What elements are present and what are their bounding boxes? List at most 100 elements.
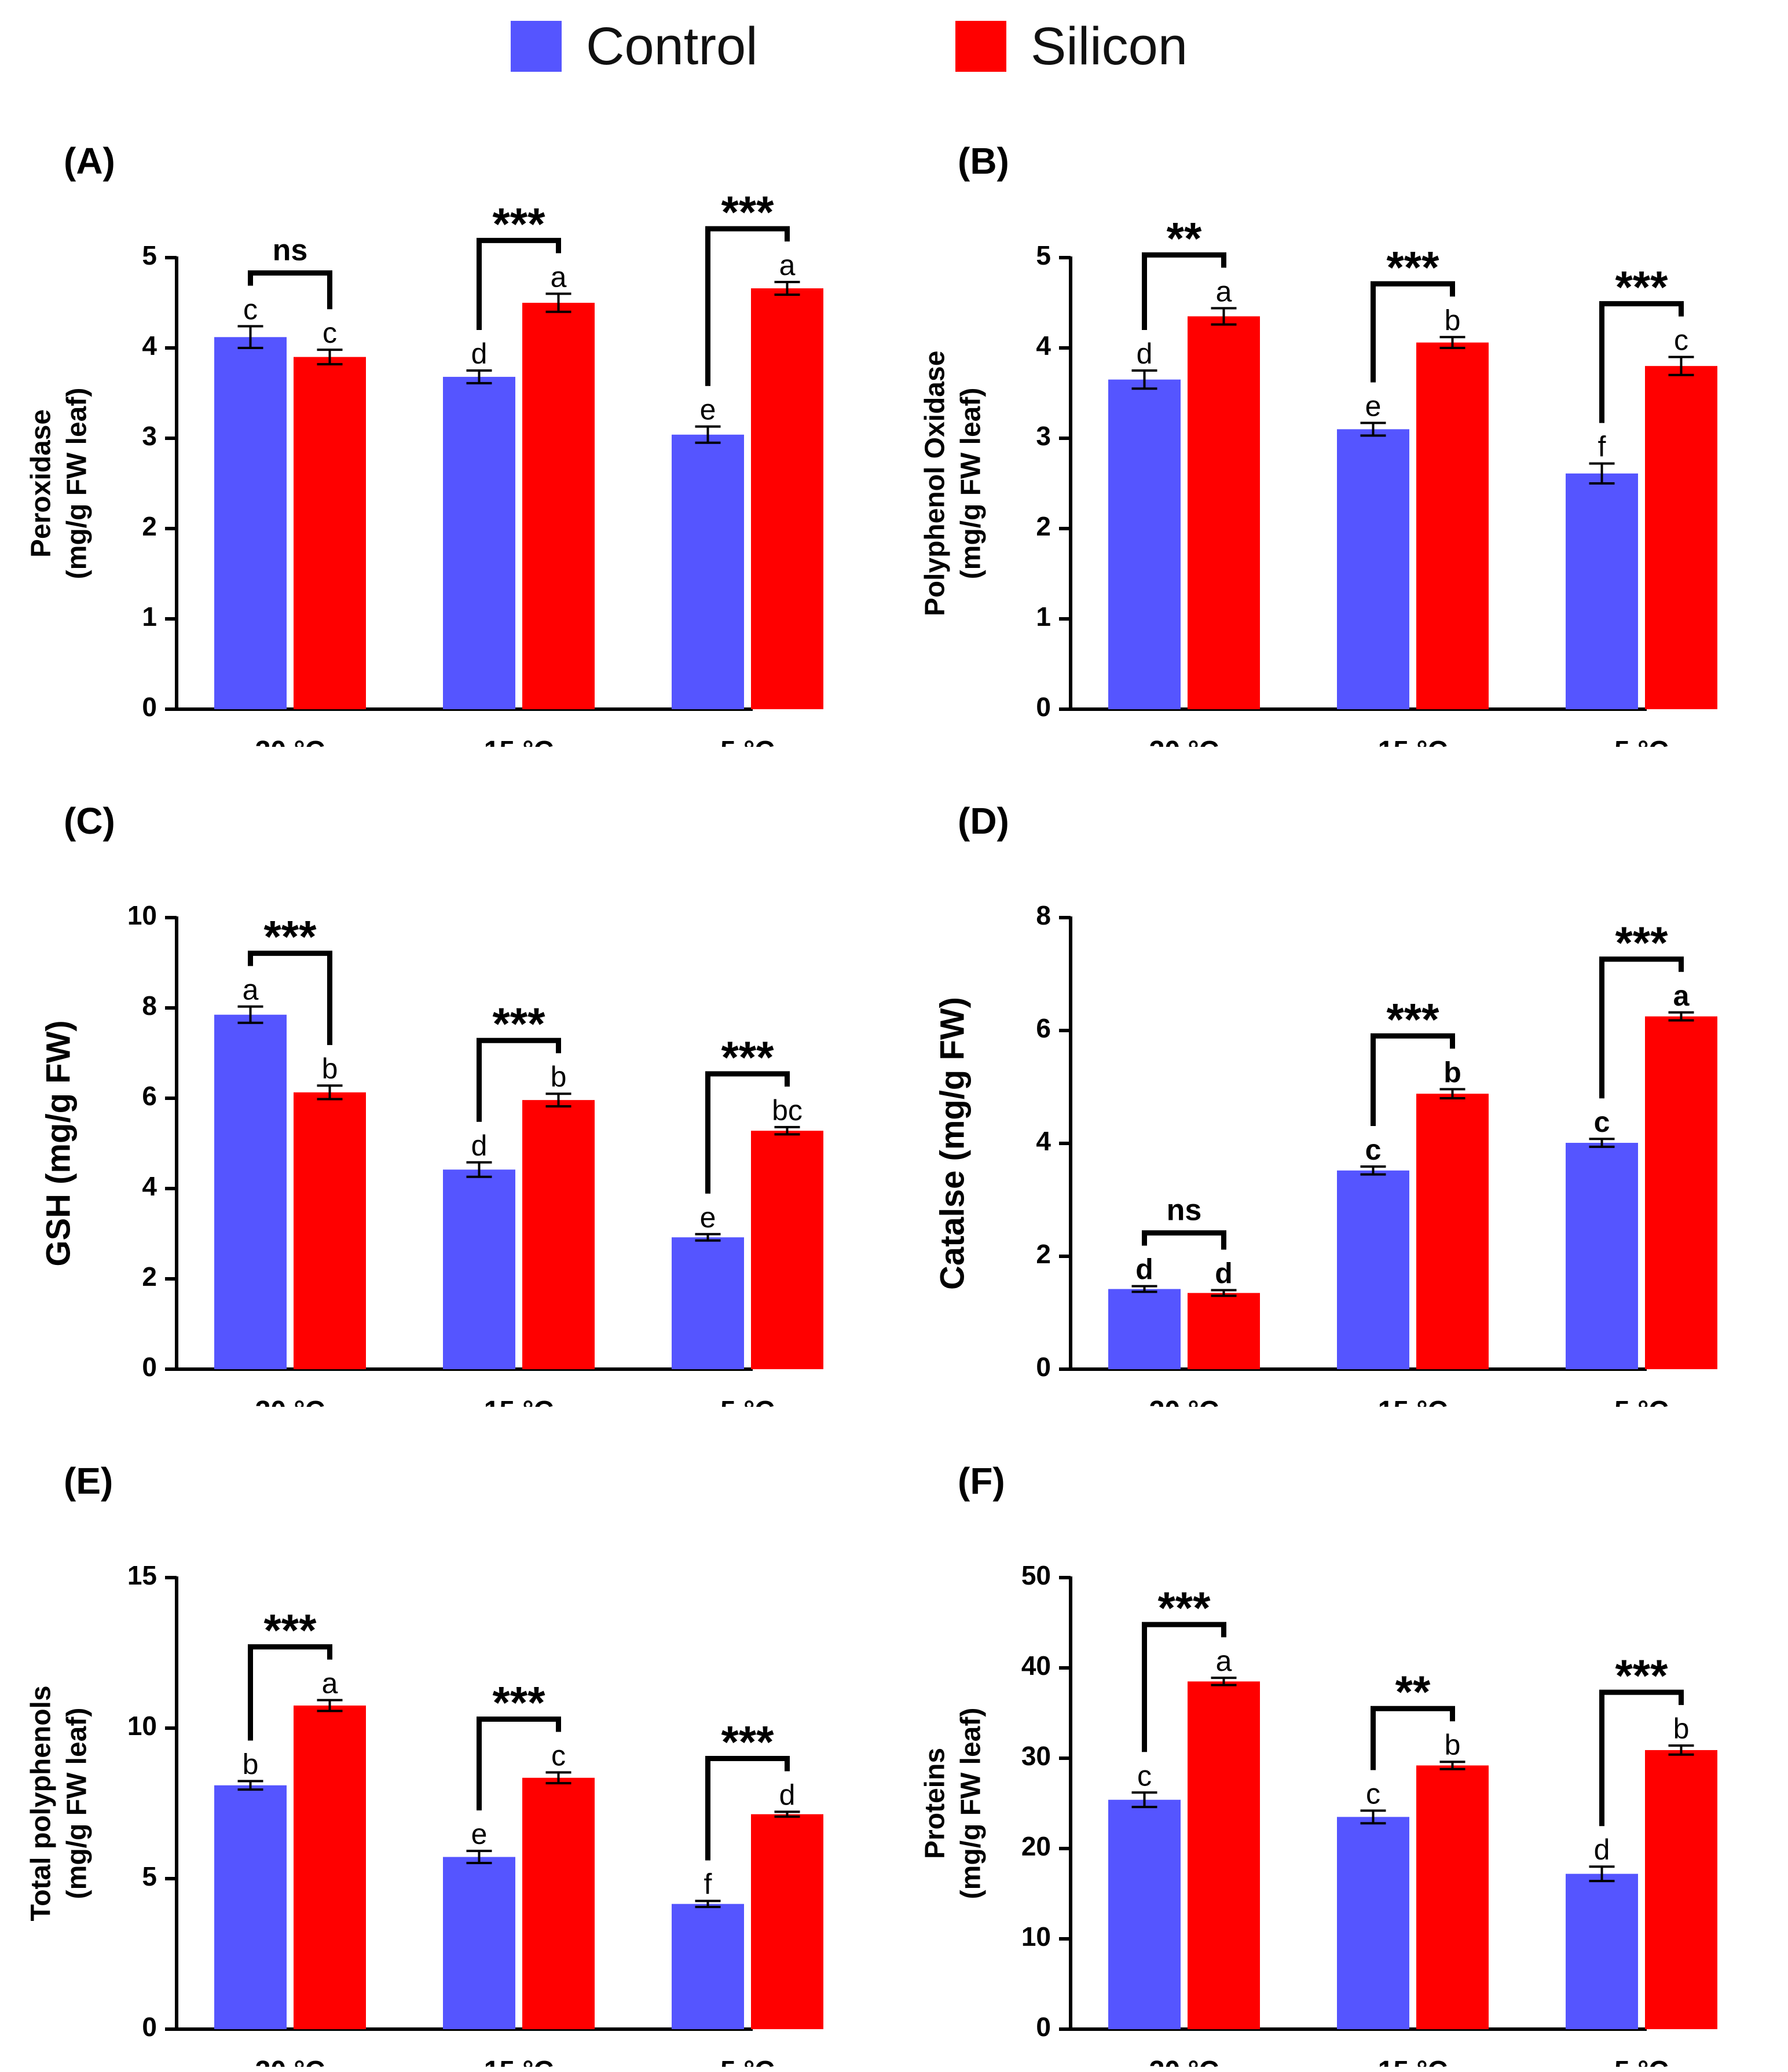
y-tick-label-b-4: 4	[1036, 331, 1051, 361]
significance-letter-c-1-2: bc	[772, 1094, 803, 1127]
chart-d: (D)Catalse (mg/g FW)02468ddns30 °Ccb***1…	[933, 800, 1717, 1407]
bar-a-control-2	[672, 434, 744, 709]
bar-e-control-0	[214, 1785, 287, 2029]
significance-letter-e-0-1: e	[471, 1818, 488, 1850]
bracket-a-0	[248, 270, 332, 310]
y-axis-label-f-1: (mg/g FW leaf)	[956, 1708, 987, 1899]
x-tick-label-f-1: 15 °C	[1378, 2056, 1448, 2067]
bracket-c-1	[477, 1037, 561, 1122]
y-tick-label-d-3: 6	[1036, 1013, 1051, 1043]
x-tick-label-c-2: 5 °C	[720, 1396, 775, 1407]
bar-d-control-2	[1566, 1143, 1638, 1369]
panel-d: (D)Catalse (mg/g FW)02468ddns30 °Ccb***1…	[894, 747, 1788, 1407]
panel-label-e: (E)	[64, 1460, 113, 1502]
bracket-f-0	[1142, 1622, 1226, 1752]
bar-e-silicon-0	[294, 1706, 366, 2029]
x-tick-label-f-0: 30 °C	[1149, 2056, 1219, 2067]
bar-b-silicon-2	[1645, 366, 1717, 709]
significance-marker-c-1: ***	[492, 998, 545, 1049]
bar-c-control-1	[443, 1169, 515, 1369]
x-tick-label-f-2: 5 °C	[1614, 2056, 1669, 2067]
significance-letter-a-0-0: c	[243, 294, 258, 326]
x-tick-label-d-0: 30 °C	[1149, 1396, 1219, 1407]
significance-letter-f-0-1: c	[1366, 1777, 1380, 1810]
bracket-a-1	[477, 237, 561, 330]
legend: Control Silicon	[0, 0, 1788, 87]
y-tick-label-c-5: 10	[127, 900, 157, 930]
y-tick-label-f-5: 50	[1021, 1560, 1051, 1590]
y-axis-label-c-0: GSH (mg/g FW)	[39, 1020, 77, 1266]
bar-e-control-1	[443, 1857, 515, 2029]
significance-letter-f-0-0: c	[1137, 1759, 1152, 1792]
bar-f-silicon-2	[1645, 1750, 1717, 2029]
x-tick-label-e-1: 15 °C	[484, 2056, 554, 2067]
y-tick-label-b-5: 5	[1036, 240, 1051, 270]
legend-item-silicon: Silicon	[955, 17, 1188, 76]
bar-b-control-2	[1566, 473, 1638, 709]
bracket-c-0	[248, 951, 332, 1046]
significance-letter-e-1-2: d	[779, 1779, 796, 1811]
bar-c-control-2	[672, 1237, 744, 1369]
bar-d-silicon-2	[1645, 1016, 1717, 1369]
significance-letter-b-1-0: a	[1216, 275, 1232, 307]
significance-marker-c-0: ***	[263, 911, 317, 962]
y-tick-label-a-3: 3	[142, 421, 157, 451]
bar-a-control-0	[214, 337, 287, 709]
significance-letter-c-1-0: b	[322, 1052, 338, 1085]
bracket-f-1	[1371, 1706, 1455, 1770]
y-tick-label-e-2: 10	[127, 1711, 157, 1741]
significance-marker-a-0: ns	[273, 234, 308, 267]
bar-f-control-0	[1108, 1799, 1181, 2029]
x-tick-label-e-0: 30 °C	[255, 2056, 325, 2067]
significance-letter-f-1-0: a	[1216, 1645, 1232, 1677]
bar-d-control-0	[1108, 1289, 1181, 1369]
bar-c-silicon-2	[751, 1131, 823, 1369]
y-tick-label-f-1: 10	[1021, 1921, 1051, 1952]
y-tick-label-d-2: 4	[1036, 1126, 1051, 1156]
significance-letter-d-0-0: d	[1135, 1253, 1153, 1286]
significance-letter-b-0-1: e	[1365, 390, 1382, 422]
y-tick-label-a-2: 2	[142, 511, 157, 541]
significance-letter-a-0-2: e	[700, 394, 716, 426]
bracket-e-0	[248, 1644, 332, 1741]
panel-label-b: (B)	[958, 140, 1009, 182]
bracket-d-2	[1599, 956, 1684, 1099]
bar-d-silicon-1	[1416, 1094, 1489, 1369]
panel-a: (A)Peroxidase(mg/g FW leaf)012345ccns30 …	[0, 87, 894, 747]
bar-b-control-1	[1337, 429, 1409, 709]
significance-letter-b-1-2: c	[1674, 324, 1688, 357]
significance-marker-a-2: ***	[721, 186, 774, 237]
x-tick-label-b-0: 30 °C	[1149, 736, 1219, 747]
x-tick-label-b-2: 5 °C	[1614, 736, 1669, 747]
bar-e-silicon-2	[751, 1814, 823, 2029]
panel-label-c: (C)	[64, 800, 115, 842]
significance-letter-a-0-1: d	[471, 338, 488, 370]
legend-swatch-control	[511, 21, 562, 72]
significance-letter-c-0-0: a	[243, 974, 259, 1006]
bar-a-control-1	[443, 376, 515, 709]
y-tick-label-f-0: 0	[1036, 2012, 1051, 2042]
y-tick-label-f-3: 30	[1021, 1741, 1051, 1771]
bar-e-control-2	[672, 1904, 744, 2029]
bar-d-silicon-0	[1188, 1293, 1260, 1369]
panel-label-a: (A)	[64, 140, 115, 182]
bar-c-silicon-0	[294, 1092, 366, 1369]
bracket-d-1	[1371, 1033, 1455, 1126]
chart-b: (B) Polyphenol Oxidase (mg/g FW leaf) 0 1 2 3 4…	[920, 140, 1717, 747]
bar-b-silicon-0	[1188, 316, 1260, 709]
y-tick-label-c-1: 2	[142, 1261, 157, 1292]
bracket-a-2	[705, 226, 790, 386]
legend-item-control: Control	[511, 17, 758, 76]
y-axis-label-a-0: Peroxidase	[26, 409, 57, 558]
significance-marker-b-2: ***	[1615, 262, 1668, 313]
significance-letter-d-1-0: d	[1215, 1257, 1233, 1290]
significance-letter-f-1-1: b	[1445, 1729, 1461, 1761]
panel-label-f: (F)	[958, 1460, 1005, 1502]
significance-marker-d-0: ns	[1167, 1194, 1202, 1227]
y-tick-label-f-2: 20	[1021, 1831, 1051, 1861]
significance-letter-a-1-2: a	[779, 249, 796, 281]
significance-letter-f-1-2: b	[1673, 1712, 1690, 1745]
x-tick-label-c-0: 30 °C	[255, 1396, 325, 1407]
